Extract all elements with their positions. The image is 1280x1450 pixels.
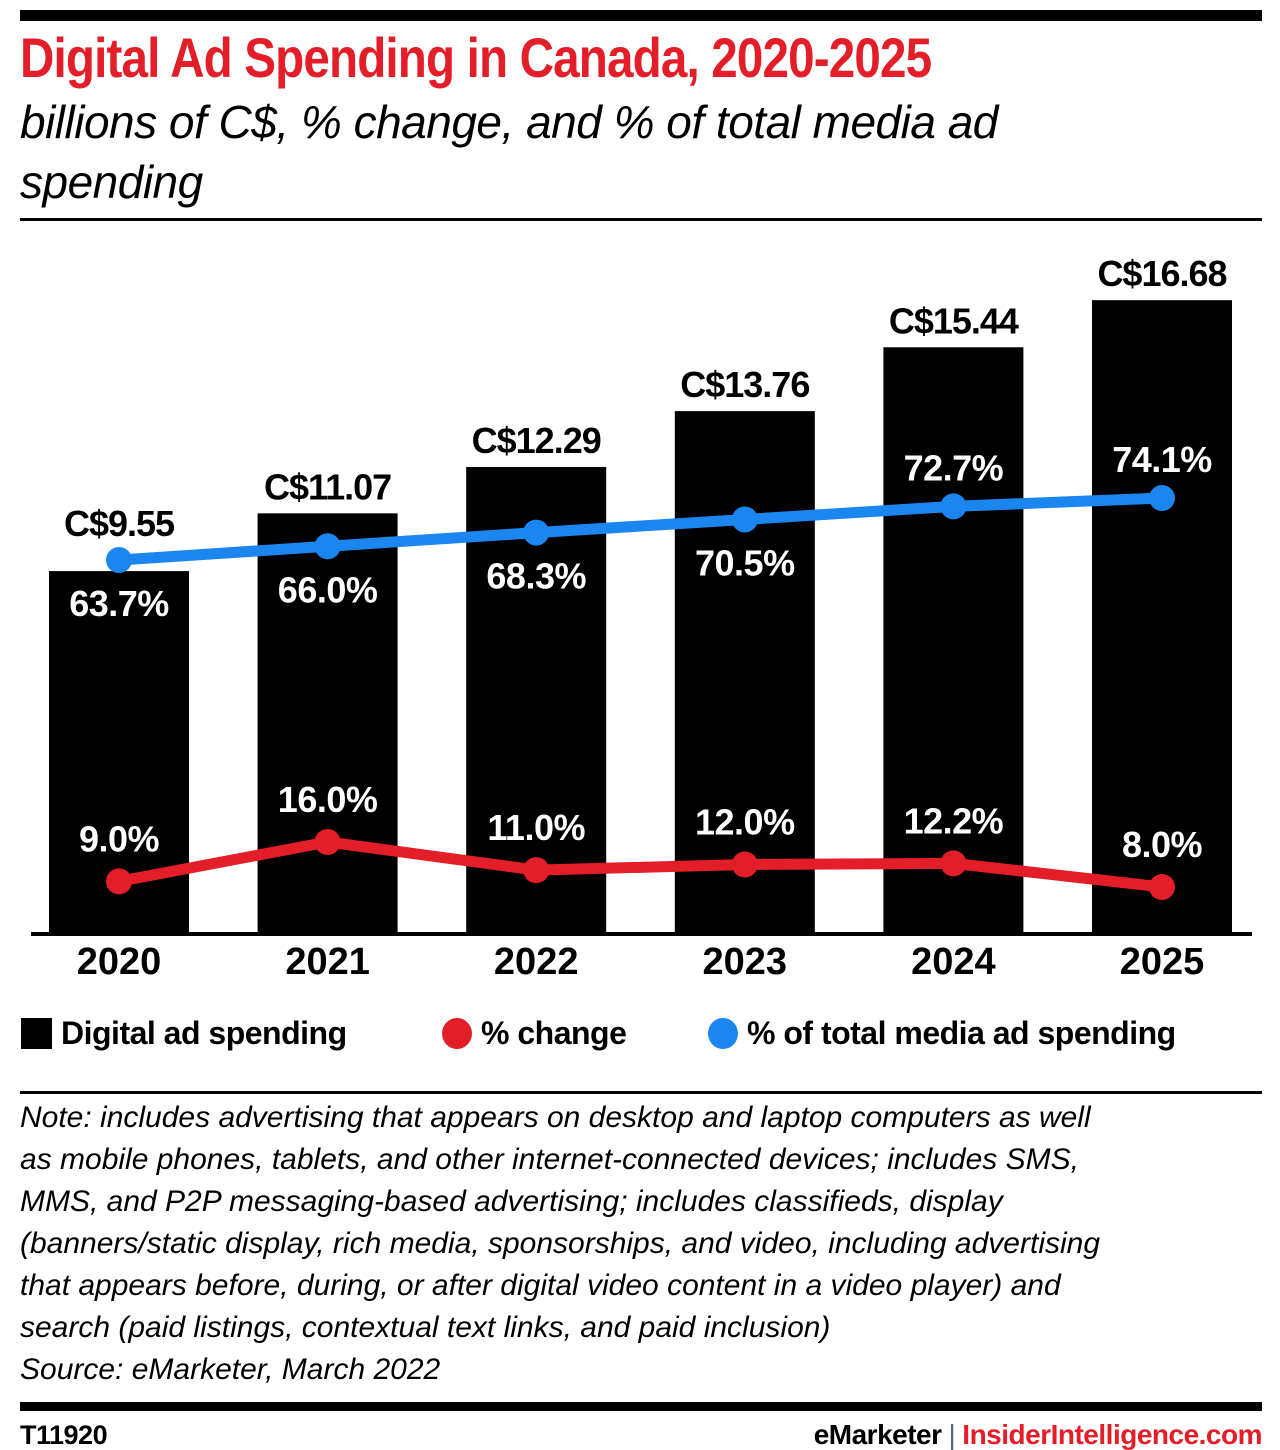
pct-of-total-point-2021 bbox=[314, 533, 341, 560]
pct-of-total-label-2022: 68.3% bbox=[486, 556, 586, 597]
subtitle-line-2: spending bbox=[20, 156, 203, 208]
note-line: Note: includes advertising that appears … bbox=[20, 1101, 1091, 1134]
brand-site-link: InsiderIntelligence.com bbox=[962, 1419, 1262, 1450]
pct-change-point-2020 bbox=[106, 868, 132, 895]
pct-of-total-point-2024 bbox=[940, 493, 967, 520]
bar-value-label-2021: C$11.07 bbox=[264, 466, 391, 507]
pct-change-label-2025: 8.0% bbox=[1122, 824, 1203, 865]
x-axis-line bbox=[31, 932, 1252, 936]
x-tick-label-2025: 2025 bbox=[1120, 941, 1205, 983]
pct-of-total-label-2020: 63.7% bbox=[69, 583, 169, 624]
pct-change-label-2023: 12.0% bbox=[695, 802, 795, 843]
pct-change-point-2025 bbox=[1149, 874, 1175, 900]
chart-title: Digital Ad Spending in Canada, 2020-2025 bbox=[20, 26, 932, 89]
pct-change-label-2021: 16.0% bbox=[278, 779, 378, 820]
brand-emarketer: eMarketer bbox=[813, 1419, 942, 1450]
red-dot-icon bbox=[442, 1017, 472, 1049]
pct-change-point-2022 bbox=[523, 857, 550, 884]
note-line: MMS, and P2P messaging-based advertising… bbox=[20, 1185, 1003, 1218]
bar-2023 bbox=[674, 411, 815, 934]
source-line: Source: eMarketer, March 2022 bbox=[20, 1353, 441, 1386]
pct-of-total-label-2021: 66.0% bbox=[278, 569, 378, 610]
bar-2025 bbox=[1092, 300, 1232, 934]
pct-of-total-point-2023 bbox=[731, 506, 758, 533]
bar-swatch-icon bbox=[21, 1017, 52, 1049]
blue-dot-icon bbox=[708, 1017, 738, 1049]
note-line: search (paid listings, contextual text l… bbox=[20, 1311, 831, 1344]
pct-change-point-2024 bbox=[940, 850, 967, 877]
footer-brand: eMarketer | InsiderIntelligence.com bbox=[813, 1419, 1263, 1450]
pct-change-line bbox=[113, 836, 1168, 893]
bar-2024 bbox=[883, 347, 1024, 934]
legend-label-pct-change: % change bbox=[481, 1014, 627, 1051]
bar-value-label-2022: C$12.29 bbox=[472, 420, 601, 461]
legend-item-digital-ad-spending: Digital ad spending bbox=[21, 1014, 347, 1051]
x-tick-label-2024: 2024 bbox=[911, 941, 996, 983]
chart-id-code: T11920 bbox=[20, 1420, 108, 1450]
note-line: as mobile phones, tablets, and other int… bbox=[20, 1143, 1079, 1176]
header-divider bbox=[20, 218, 1262, 221]
note-line: that appears before, during, or after di… bbox=[20, 1269, 1061, 1302]
x-tick-label-2021: 2021 bbox=[285, 941, 370, 983]
legend: Digital ad spending % change % of total … bbox=[21, 1014, 1262, 1052]
x-tick-label-2022: 2022 bbox=[494, 941, 579, 983]
pct-of-total-point-2025 bbox=[1149, 485, 1175, 512]
subtitle-line-1: billions of C$, % change, and % of total… bbox=[20, 96, 998, 148]
pct-change-label-2022: 11.0% bbox=[487, 807, 585, 848]
x-tick-label-2020: 2020 bbox=[77, 941, 162, 983]
bar-value-label-2024: C$15.44 bbox=[889, 300, 1019, 341]
bar-value-label-2020: C$9.55 bbox=[64, 503, 175, 544]
brand-separator: | bbox=[948, 1419, 956, 1450]
legend-label-pct-of-total-media: % of total media ad spending bbox=[747, 1014, 1176, 1051]
bar-value-label-2025: C$16.68 bbox=[1097, 253, 1226, 294]
pct-of-total-label-2024: 72.7% bbox=[904, 447, 1004, 488]
note-block: Note: includes advertising that appears … bbox=[20, 1097, 1262, 1391]
x-tick-label-2023: 2023 bbox=[703, 941, 788, 983]
note-line: (banners/static display, rich media, spo… bbox=[20, 1227, 1101, 1260]
top-rule bbox=[20, 10, 1262, 21]
legend-label-digital-ad-spending: Digital ad spending bbox=[61, 1014, 347, 1051]
bar-value-label-2023: C$13.76 bbox=[680, 364, 809, 405]
pct-of-total-point-2022 bbox=[523, 519, 550, 546]
legend-item-pct-change: % change bbox=[442, 1014, 627, 1051]
pct-change-point-2023 bbox=[731, 851, 758, 878]
pct-change-label-2020: 9.0% bbox=[79, 818, 160, 859]
pct-of-total-label-2025: 74.1% bbox=[1112, 439, 1212, 480]
note-divider bbox=[20, 1091, 1262, 1094]
pct-of-total-point-2020 bbox=[106, 547, 132, 573]
pct-change-label-2024: 12.2% bbox=[904, 800, 1004, 841]
pct-of-total-label-2023: 70.5% bbox=[695, 542, 795, 583]
bar-2021 bbox=[257, 513, 398, 934]
legend-item-pct-of-total-media: % of total media ad spending bbox=[708, 1014, 1176, 1051]
chart-subtitle: billions of C$, % change, and % of total… bbox=[20, 92, 1240, 212]
pct-change-point-2021 bbox=[314, 829, 341, 855]
footer-divider bbox=[20, 1402, 1262, 1411]
pct-of-total-line bbox=[113, 492, 1168, 566]
